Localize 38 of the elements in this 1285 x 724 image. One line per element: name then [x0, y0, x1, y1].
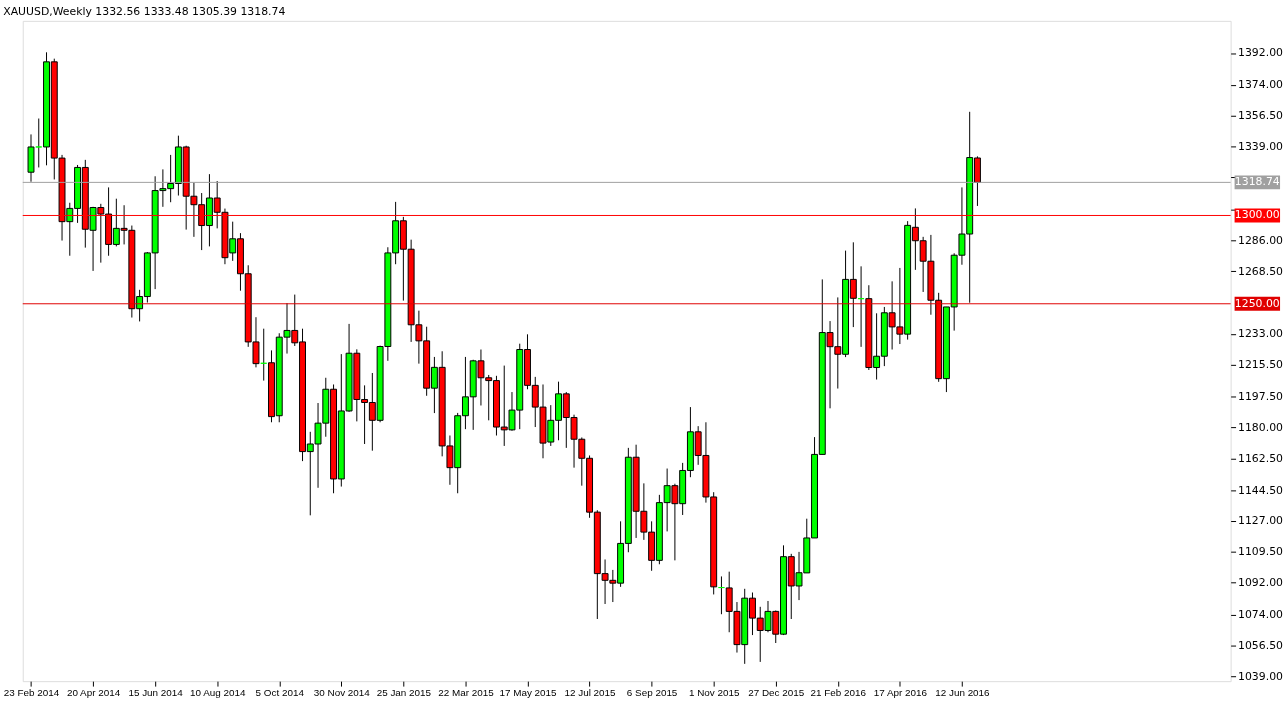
y-tick-label: 1339.00: [1238, 140, 1284, 154]
x-tick-label: 17 May 2015: [499, 687, 558, 699]
y-tick-label: 1056.50: [1238, 638, 1284, 652]
x-tick-label: 15 Jun 2014: [128, 687, 184, 699]
x-tick-label: 6 Sep 2015: [626, 687, 678, 699]
x-tick-label: 25 Jan 2015: [376, 687, 432, 699]
x-tick-label: 12 Jun 2016: [935, 687, 991, 699]
y-tick-label: 1392.00: [1238, 46, 1284, 60]
ref-line-label: 1300.00: [1234, 208, 1280, 222]
y-tick-label: 1215.50: [1238, 358, 1284, 372]
y-tick-label: 1144.50: [1238, 483, 1284, 497]
ref-line-label: 1318.74: [1234, 175, 1280, 189]
y-tick-label: 1039.00: [1238, 669, 1284, 683]
x-tick-label: 12 Jul 2015: [564, 687, 617, 699]
chart-title: XAUUSD,Weekly 1332.56 1333.48 1305.39 1318.74: [3, 4, 286, 18]
y-tick-label: 1092.00: [1238, 576, 1284, 590]
x-tick-label: 27 Dec 2015: [748, 687, 805, 699]
x-tick-label: 10 Aug 2014: [189, 687, 246, 699]
x-tick-label: 22 Mar 2015: [438, 687, 495, 699]
y-tick-label: 1074.00: [1238, 608, 1284, 622]
y-tick-label: 1233.00: [1238, 327, 1284, 341]
y-tick-label: 1286.00: [1238, 233, 1284, 247]
y-tick-label: 1268.50: [1238, 264, 1284, 278]
x-tick-label: 23 Feb 2014: [3, 687, 60, 699]
y-tick-label: 1180.00: [1238, 420, 1284, 434]
x-tick-label: 30 Nov 2014: [313, 687, 371, 699]
y-tick-label: 1374.00: [1238, 78, 1284, 92]
y-tick-label: 1356.50: [1238, 109, 1284, 123]
x-tick-label: 5 Oct 2014: [255, 687, 305, 699]
x-tick-label: 1 Nov 2015: [688, 687, 740, 699]
x-tick-label: 21 Feb 2016: [810, 687, 867, 699]
ref-line-label: 1250.00: [1234, 296, 1280, 310]
y-tick-label: 1127.00: [1238, 514, 1284, 528]
x-tick-label: 17 Apr 2016: [873, 687, 928, 699]
y-tick-label: 1197.50: [1238, 389, 1284, 403]
y-tick-label: 1162.50: [1238, 451, 1284, 465]
y-tick-label: 1109.50: [1238, 545, 1284, 559]
x-tick-label: 20 Apr 2014: [66, 687, 121, 699]
